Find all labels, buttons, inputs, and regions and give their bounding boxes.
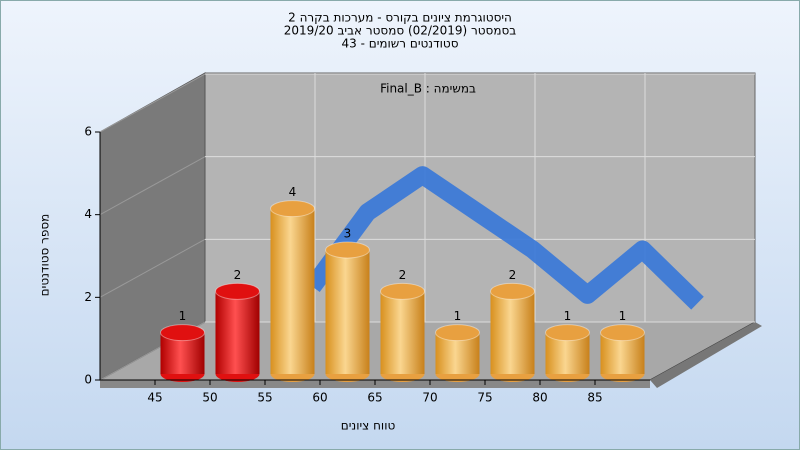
value-label: 4 <box>289 185 297 199</box>
bar-top <box>490 282 535 300</box>
marks: 1 2 4 3 2 1 2 1 1 <box>160 166 704 382</box>
x-tick-label: 80 <box>532 391 547 405</box>
x-tick-label: 45 <box>147 391 162 405</box>
grid-line <box>99 238 206 298</box>
value-label: 3 <box>344 227 352 241</box>
y-tick-label: 4 <box>84 207 92 221</box>
value-label: 1 <box>454 309 462 323</box>
x-tick-label: 55 <box>257 391 272 405</box>
y-tick-label: 6 <box>84 125 92 139</box>
floor-side <box>650 322 762 388</box>
bar <box>490 282 535 382</box>
bar <box>270 200 315 382</box>
x-tick-label: 75 <box>477 391 492 405</box>
value-label: 1 <box>564 309 572 323</box>
y-axis-label: מספר סטודנטים <box>38 214 52 297</box>
value-label: 2 <box>509 268 517 282</box>
bar-body <box>270 208 315 374</box>
value-label: 1 <box>179 309 187 323</box>
bar-body <box>215 291 260 374</box>
y-tick-label: 2 <box>84 290 92 304</box>
bar-body <box>325 250 370 374</box>
grid-line <box>99 73 206 133</box>
x-tick-label: 70 <box>422 391 437 405</box>
bar-top <box>325 241 370 259</box>
bar <box>435 324 480 382</box>
bar-top <box>215 282 260 300</box>
y-tick-label: 0 <box>84 373 92 387</box>
x-axis-label: טווח ציונים <box>341 419 396 433</box>
bar-top <box>435 324 480 342</box>
annotation: Final_B : במשימה <box>380 82 476 96</box>
bar <box>160 324 205 382</box>
value-label: 2 <box>234 268 242 282</box>
bar <box>380 282 425 382</box>
bar-top <box>380 282 425 300</box>
x-tick-label: 65 <box>367 391 382 405</box>
bar <box>600 324 645 382</box>
trend-ribbon <box>305 166 704 310</box>
x-tick-label: 85 <box>587 391 602 405</box>
grid-line <box>99 156 206 216</box>
x-tick-label: 50 <box>202 391 217 405</box>
bar-body <box>490 291 535 374</box>
x-tick-label: 60 <box>312 391 327 405</box>
value-label: 1 <box>619 309 627 323</box>
bar-top <box>545 324 590 342</box>
bar-top <box>160 324 205 342</box>
bar <box>215 282 260 382</box>
bar <box>325 241 370 382</box>
bar-body <box>380 291 425 374</box>
value-label: 2 <box>399 268 407 282</box>
chart-subtitle: בסמסטר (02/2019) סמסטר אביב 2019/20 <box>284 24 516 38</box>
chart-subtitle: סטודנטים רשומים - 43 <box>341 37 458 51</box>
chart-title: היסטוגרמת ציונים בקורס - מערכות בקרה 2 <box>288 11 512 25</box>
bar-top <box>600 324 645 342</box>
bar-top <box>270 200 315 218</box>
bar <box>545 324 590 382</box>
